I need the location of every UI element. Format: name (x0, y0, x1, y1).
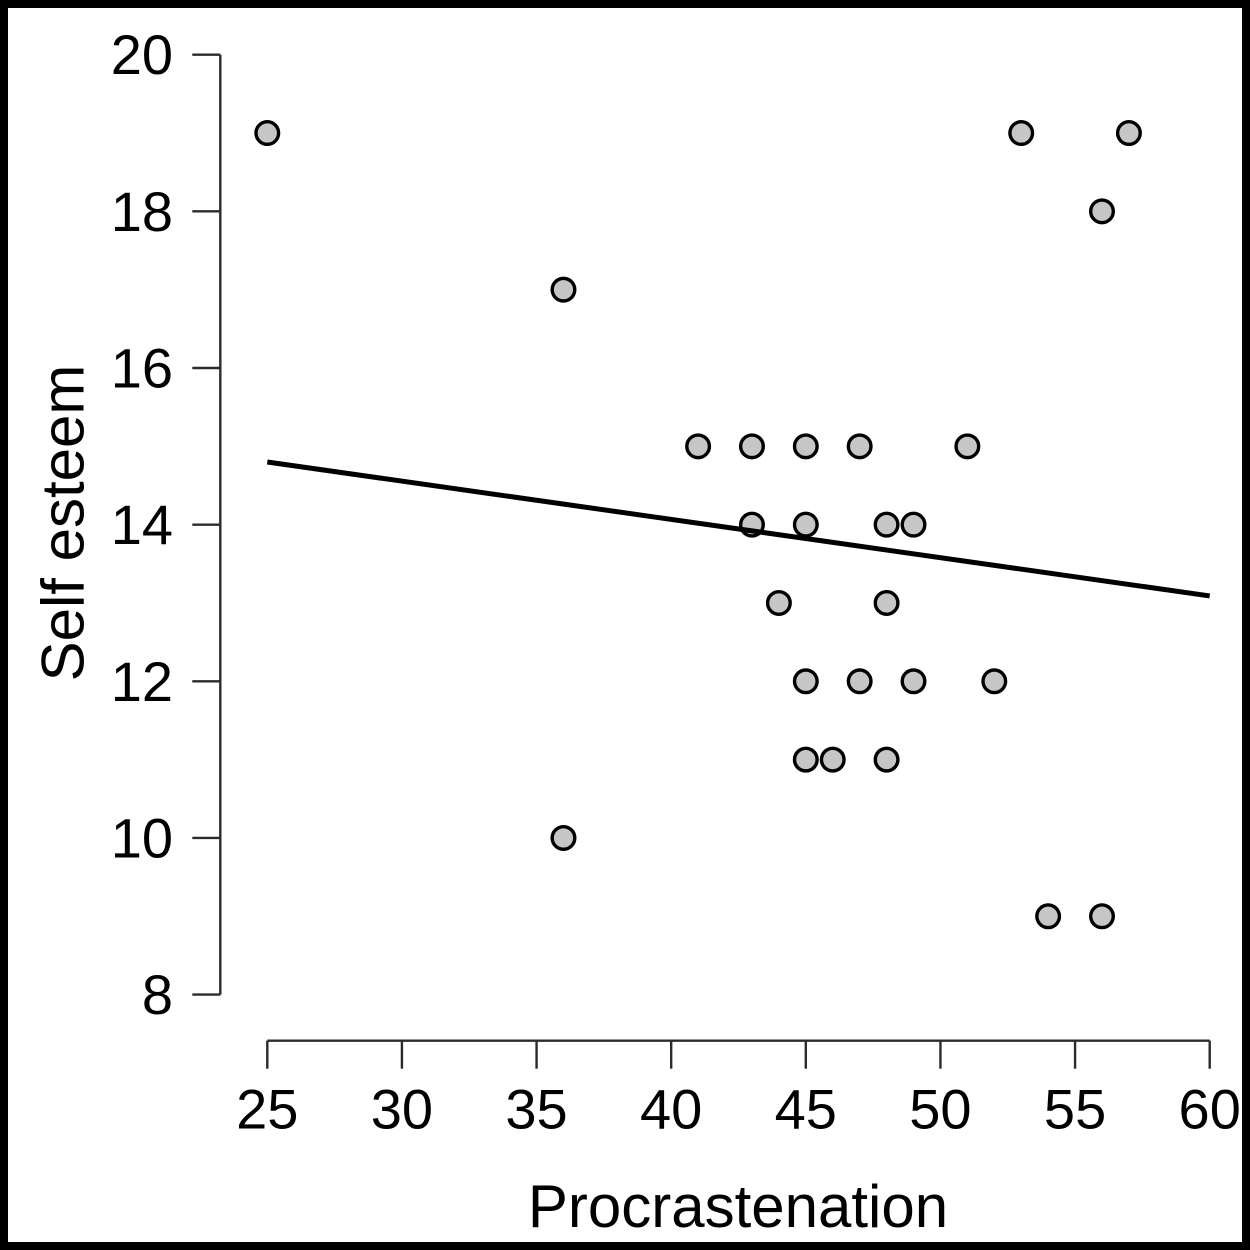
data-point (900, 668, 927, 695)
data-point (550, 824, 577, 851)
data-point (792, 746, 819, 773)
y-tick-label: 18 (111, 180, 173, 243)
data-point (1088, 198, 1115, 225)
x-tick-label: 60 (1179, 1078, 1241, 1141)
scatter-plot: 8 10 12 14 16 18 20 25 30 35 40 45 50 55 60 (111, 23, 1241, 1141)
y-axis-title: Self esteem (29, 364, 97, 682)
data-point (873, 511, 900, 538)
x-tick-label: 45 (775, 1078, 837, 1141)
data-point (981, 668, 1008, 695)
data-point (792, 668, 819, 695)
data-point (685, 433, 712, 460)
data-point (1088, 903, 1115, 930)
x-tick-label: 35 (505, 1078, 567, 1141)
y-tick-label: 16 (111, 337, 173, 400)
y-tick-label: 8 (142, 963, 173, 1026)
data-point (1008, 120, 1035, 147)
data-point (900, 511, 927, 538)
data-point (954, 433, 981, 460)
x-tick-label: 40 (640, 1078, 702, 1141)
data-point (1035, 903, 1062, 930)
data-point (846, 668, 873, 695)
data-point (873, 746, 900, 773)
data-point (792, 511, 819, 538)
x-axis-title: Procrastenation (527, 1173, 949, 1240)
data-point (254, 120, 281, 147)
y-tick-label: 10 (111, 806, 173, 869)
data-point (550, 276, 577, 303)
data-point (765, 589, 792, 616)
y-tick-label: 12 (111, 650, 173, 713)
data-point (846, 433, 873, 460)
data-point (873, 589, 900, 616)
data-point (738, 433, 765, 460)
data-point (1115, 120, 1142, 147)
data-point (819, 746, 846, 773)
data-point (792, 433, 819, 460)
x-tick-label: 25 (236, 1078, 298, 1141)
y-tick-label: 20 (111, 23, 173, 86)
x-tick-label: 50 (909, 1078, 971, 1141)
x-tick-label: 55 (1044, 1078, 1106, 1141)
y-tick-label: 14 (111, 493, 173, 556)
regression-line (266, 459, 1211, 599)
x-tick-label: 30 (371, 1078, 433, 1141)
